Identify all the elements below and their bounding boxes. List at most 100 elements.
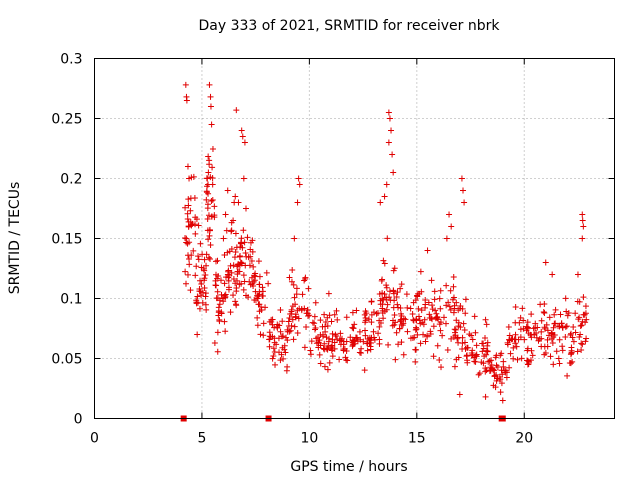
data-point: [319, 331, 326, 338]
data-point: [225, 286, 232, 293]
data-point: [404, 304, 411, 311]
data-point: [503, 374, 510, 381]
data-point: [276, 349, 283, 356]
data-point: [288, 278, 295, 285]
data-point: [429, 302, 436, 309]
data-point: [524, 357, 531, 364]
data-point: [562, 295, 569, 302]
data-point: [242, 262, 249, 269]
y-tick-label: 0.1: [60, 292, 82, 308]
data-point: [471, 358, 478, 365]
data-point: [198, 292, 205, 299]
data-point: [301, 344, 308, 351]
data-point: [514, 356, 521, 363]
data-point: [458, 175, 465, 182]
data-point: [207, 174, 214, 181]
data-point: [272, 361, 279, 368]
data-point: [254, 314, 261, 321]
data-point: [460, 187, 467, 194]
data-point: [393, 293, 400, 300]
data-point: [414, 293, 421, 300]
data-point: [208, 121, 215, 128]
data-point: [331, 339, 338, 346]
data-point: [340, 347, 347, 354]
data-point: [450, 283, 457, 290]
data-point: [311, 313, 318, 320]
data-point: [349, 324, 356, 331]
data-point: [337, 330, 344, 337]
data-point: [249, 237, 256, 244]
data-point: [311, 326, 318, 333]
data-point: [480, 345, 487, 352]
data-point: [479, 348, 486, 355]
data-point: [329, 342, 336, 349]
y-axis-title: SRMTID / TECUs: [7, 182, 23, 295]
data-point: [343, 356, 350, 363]
data-point: [455, 339, 462, 346]
data-point: [313, 335, 320, 342]
data-point: [291, 323, 298, 330]
data-point: [498, 367, 505, 374]
data-point: [419, 319, 426, 326]
data-point: [203, 196, 210, 203]
data-point: [370, 309, 377, 316]
data-point: [434, 315, 441, 322]
data-point: [225, 277, 232, 284]
data-point: [349, 309, 356, 316]
data-point: [331, 311, 338, 318]
data-point: [431, 296, 438, 303]
data-point: [456, 305, 463, 312]
data-point: [379, 276, 386, 283]
data-point: [480, 360, 487, 367]
data-point: [415, 305, 422, 312]
data-point: [186, 261, 193, 268]
data-point: [284, 363, 291, 370]
chart-title: Day 333 of 2021, SRMTID for receiver nbr…: [198, 18, 500, 34]
data-point: [241, 239, 248, 246]
data-point: [577, 322, 584, 329]
data-point: [256, 281, 263, 288]
data-point: [391, 321, 398, 328]
data-point: [413, 326, 420, 333]
data-point: [542, 259, 549, 266]
data-point: [529, 352, 536, 359]
data-point: [452, 329, 459, 336]
data-point: [507, 350, 514, 357]
data-point: [524, 319, 531, 326]
data-point: [443, 282, 450, 289]
data-point: [252, 288, 259, 295]
data-point: [241, 139, 248, 146]
data-point: [412, 346, 419, 353]
data-point: [270, 353, 277, 360]
data-point: [424, 247, 431, 254]
data-point: [201, 256, 208, 263]
data-point: [233, 107, 240, 114]
data-point: [551, 320, 558, 327]
data-point: [533, 329, 540, 336]
data-point: [184, 271, 191, 278]
data-point: [202, 290, 209, 297]
data-point: [193, 216, 200, 223]
data-point: [182, 81, 189, 88]
data-point: [564, 312, 571, 319]
data-point: [381, 193, 388, 200]
data-point: [257, 331, 264, 338]
data-point: [209, 196, 216, 203]
data-point: [269, 321, 276, 328]
data-point: [415, 313, 422, 320]
data-point: [357, 336, 364, 343]
data-point: [443, 235, 450, 242]
data-point: [332, 331, 339, 338]
data-point: [364, 340, 371, 347]
data-point: [195, 222, 202, 229]
data-point: [317, 317, 324, 324]
data-point: [289, 303, 296, 310]
data-point: [556, 360, 563, 367]
data-point: [410, 317, 417, 324]
data-point: [211, 203, 218, 210]
data-point: [445, 299, 452, 306]
data-point: [187, 207, 194, 214]
data-point: [434, 342, 441, 349]
data-point: [466, 331, 473, 338]
